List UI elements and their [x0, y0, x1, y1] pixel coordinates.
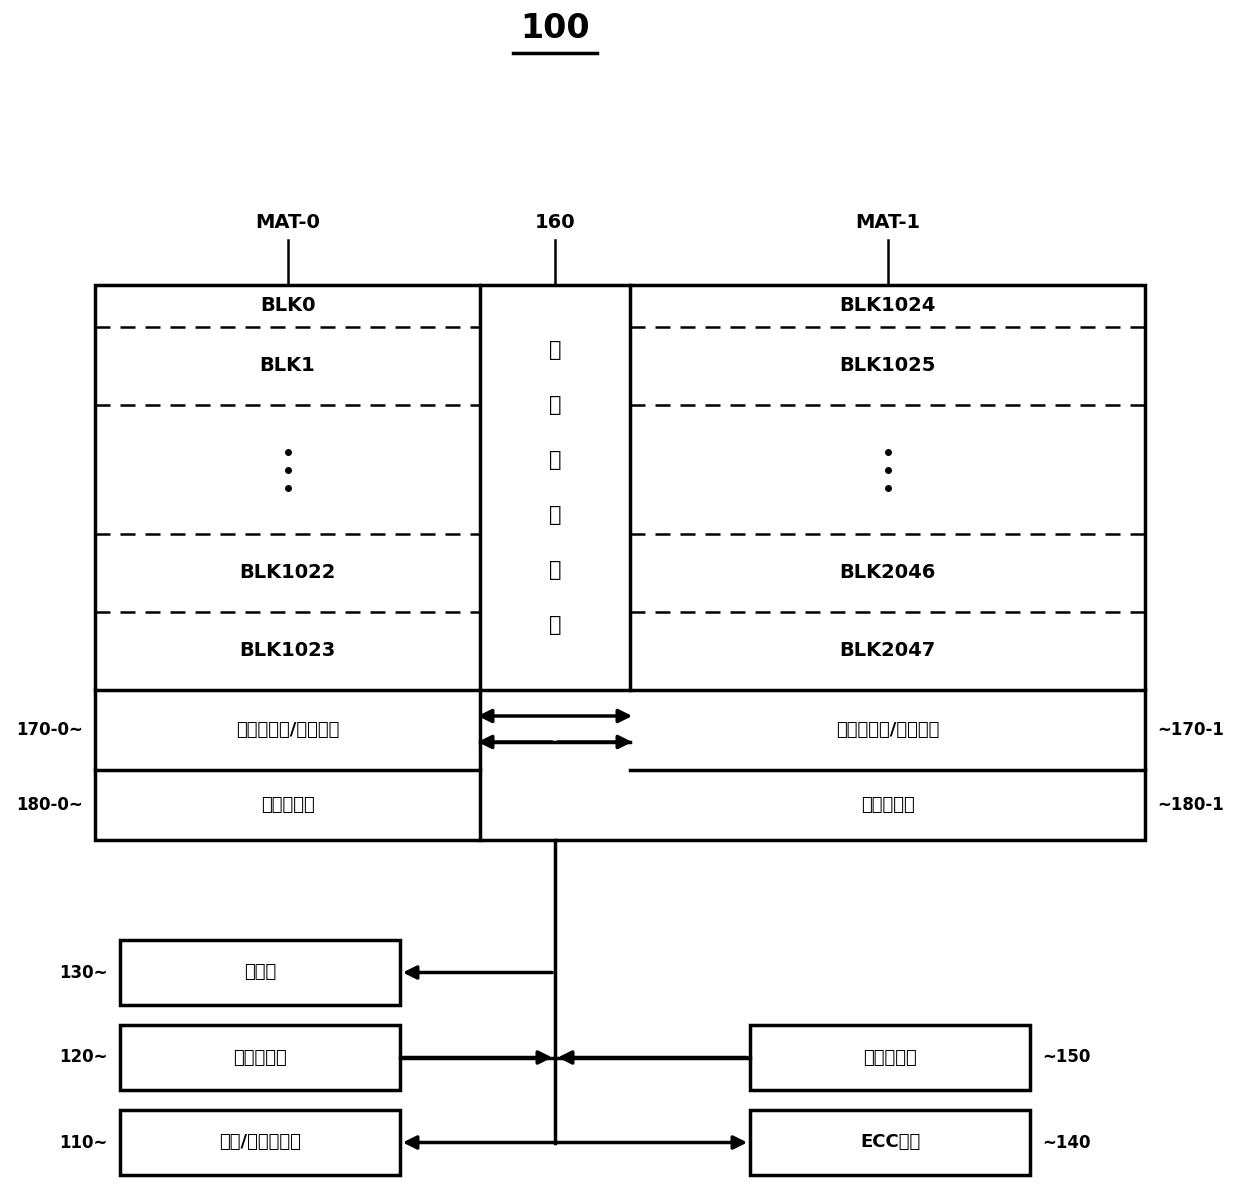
Text: 地址寄存器: 地址寄存器 [233, 1049, 286, 1067]
Text: 字: 字 [549, 340, 562, 360]
Bar [95, 284, 1145, 840]
Text: 100: 100 [521, 12, 590, 44]
Bar [750, 1025, 1030, 1090]
Text: 110~: 110~ [60, 1134, 108, 1152]
Text: 页面缓冲器/读出电路: 页面缓冲器/读出电路 [236, 721, 340, 739]
Text: 择: 择 [549, 505, 562, 524]
Text: BLK2046: BLK2046 [839, 564, 936, 582]
Bar [120, 1110, 401, 1175]
Text: 输入/输出缓冲器: 输入/输出缓冲器 [219, 1134, 301, 1152]
Text: 160: 160 [534, 212, 575, 232]
Text: MAT-1: MAT-1 [854, 212, 920, 232]
Text: 列选择电路: 列选择电路 [260, 796, 315, 814]
Text: BLK0: BLK0 [259, 296, 315, 316]
Bar [120, 1025, 401, 1090]
Text: ~170-1: ~170-1 [1157, 721, 1224, 739]
Text: ~180-1: ~180-1 [1157, 796, 1224, 814]
Text: 130~: 130~ [60, 964, 108, 982]
Text: 120~: 120~ [60, 1049, 108, 1067]
Text: ECC电路: ECC电路 [859, 1134, 920, 1152]
Text: 180-0~: 180-0~ [16, 796, 83, 814]
Text: 转发控制部: 转发控制部 [863, 1049, 916, 1067]
Text: ~150: ~150 [1042, 1049, 1090, 1067]
Text: BLK1024: BLK1024 [839, 296, 936, 316]
Bar [750, 1110, 1030, 1175]
Text: BLK1023: BLK1023 [239, 642, 336, 660]
Text: BLK1022: BLK1022 [239, 564, 336, 582]
Text: 170-0~: 170-0~ [16, 721, 83, 739]
Text: 控制部: 控制部 [244, 964, 277, 982]
Text: 路: 路 [549, 614, 562, 635]
Text: BLK1: BLK1 [259, 356, 315, 376]
Text: MAT-0: MAT-0 [255, 212, 320, 232]
Text: BLK2047: BLK2047 [839, 642, 936, 660]
Text: BLK1025: BLK1025 [839, 356, 936, 376]
Text: 选: 选 [549, 450, 562, 470]
Bar [120, 940, 401, 1004]
Text: 页面缓冲器/读出电路: 页面缓冲器/读出电路 [836, 721, 939, 739]
Text: ~140: ~140 [1042, 1134, 1090, 1152]
Text: 列选择电路: 列选择电路 [861, 796, 914, 814]
Text: 电: 电 [549, 560, 562, 580]
Text: 线: 线 [549, 395, 562, 415]
